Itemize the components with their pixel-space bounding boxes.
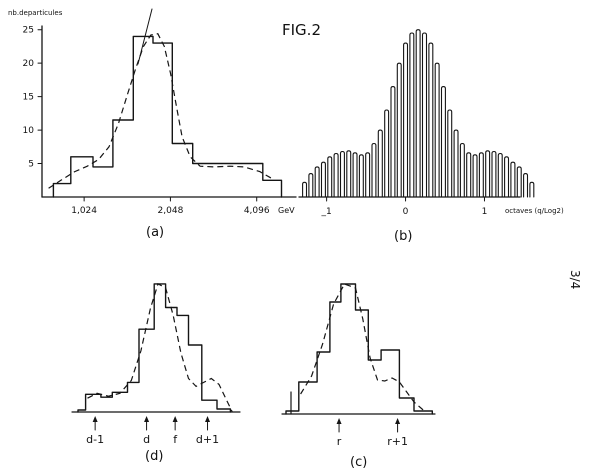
panel-d-fit-curve [87,283,233,413]
panel-d-marker-arrowhead [144,416,150,422]
figure-title: FIG.2 [282,21,321,39]
panel-b-bar [510,161,516,198]
panel-b-bar [497,152,503,198]
panel-b-bar [485,150,491,198]
panel-a-y-tick-label: 10 [23,126,35,136]
panel-b-bar [409,32,415,198]
panel-b-bar [365,152,371,198]
panel-c-histogram: r r+1 (c) [281,283,436,468]
panel-c-fit-curve [300,283,424,411]
panel-b-bar [472,154,478,198]
panel-b-bar [346,150,352,198]
panel-b-bar [447,109,453,198]
panel-b-bar [421,32,428,198]
panel-d-marker-arrowhead [92,416,98,422]
panel-d-marker-label: d+1 [196,433,219,446]
panel-b-bar [320,161,326,198]
panel-a-x-tick-label: 4,096 [244,206,270,216]
panel-c-marker-arrowhead [336,418,342,424]
panel-d-marker-label: d [143,433,150,446]
panel-a-caption: (a) [146,225,164,240]
panel-a-tangent-line [137,8,153,65]
panel-d-marker-label: d-1 [86,433,104,446]
panel-b-bar [358,154,364,198]
panel-a-y-tick-label: 5 [28,160,34,170]
panel-b-x-tick-label: 0 [403,207,409,217]
panel-b-bar [384,109,390,198]
panel-b-bar [403,42,409,198]
panel-b-bar [491,150,497,198]
panel-b-bar [478,152,484,198]
panel-b-bar [327,156,333,198]
panel-b-bar [440,86,446,198]
panel-b-bar [390,86,396,198]
panel-b-bar [459,142,465,198]
panel-b-bar [466,152,472,198]
panel-b-bar [377,129,383,198]
panel-d-marker-label: f [173,433,178,446]
panel-d-histogram: d-1 d f d+1 (d) [71,283,241,464]
panel-a-y-tick-label: 15 [23,93,34,103]
panel-b-bar [453,129,459,198]
panel-b-x-tick-label: _1 [321,207,332,217]
panel-b-bar [504,156,510,198]
panel-b-bar [352,152,358,198]
panel-d-caption: (d) [145,449,163,464]
panel-b-bar [339,150,345,198]
panel-b-bar [516,166,522,198]
panel-b-caption: (b) [394,229,412,244]
panel-b-bar [314,166,320,198]
panel-b-bar [371,142,377,198]
panel-b-bar [434,62,440,198]
panel-c-marker-arrowhead [395,418,401,424]
panel-b-xlabel: octaves (q/Log2) [505,207,564,215]
panel-d-marker-arrowhead [172,416,178,422]
panel-a-ylabel: nb.departicules [8,9,63,17]
panel-a-fit-curve [48,33,275,189]
panel-b-bar [428,42,434,198]
panel-b-bars [302,29,535,198]
panel-b-bar [529,181,535,198]
panel-c-marker-label: r [337,435,342,448]
panel-b-bar [333,152,339,198]
panel-a-xlabel: GeV [278,206,295,215]
panel-c-marker-label: r+1 [387,435,408,448]
panel-b-histogram: _1 0 1 octaves (q/Log2) (b) [298,29,564,244]
panel-c-histogram-bars [285,283,433,415]
panel-d-marker-arrowhead [205,416,211,422]
panel-b-bar [396,62,402,198]
panel-b-bar [523,173,529,198]
panel-a-histogram: 5 10 15 20 25 1,024 2,048 4,096 nb.departicule… [8,8,297,240]
panel-a-histogram-bars [52,35,283,198]
panel-a-x-tick-label: 1,024 [71,206,97,216]
panel-a-y-tick-label: 20 [23,59,35,69]
panel-d-histogram-bars [77,283,232,413]
panel-a-x-tick-label: 2,048 [158,206,184,216]
panel-b-bar [302,181,308,198]
panel-b-bar [308,173,314,198]
panel-b-bar [415,29,421,198]
panel-c-caption: (c) [350,455,367,468]
panel-a-y-tick-label: 25 [23,26,34,36]
panel-b-x-tick-label: 1 [482,207,488,217]
page-number: 3/4 [568,270,582,289]
